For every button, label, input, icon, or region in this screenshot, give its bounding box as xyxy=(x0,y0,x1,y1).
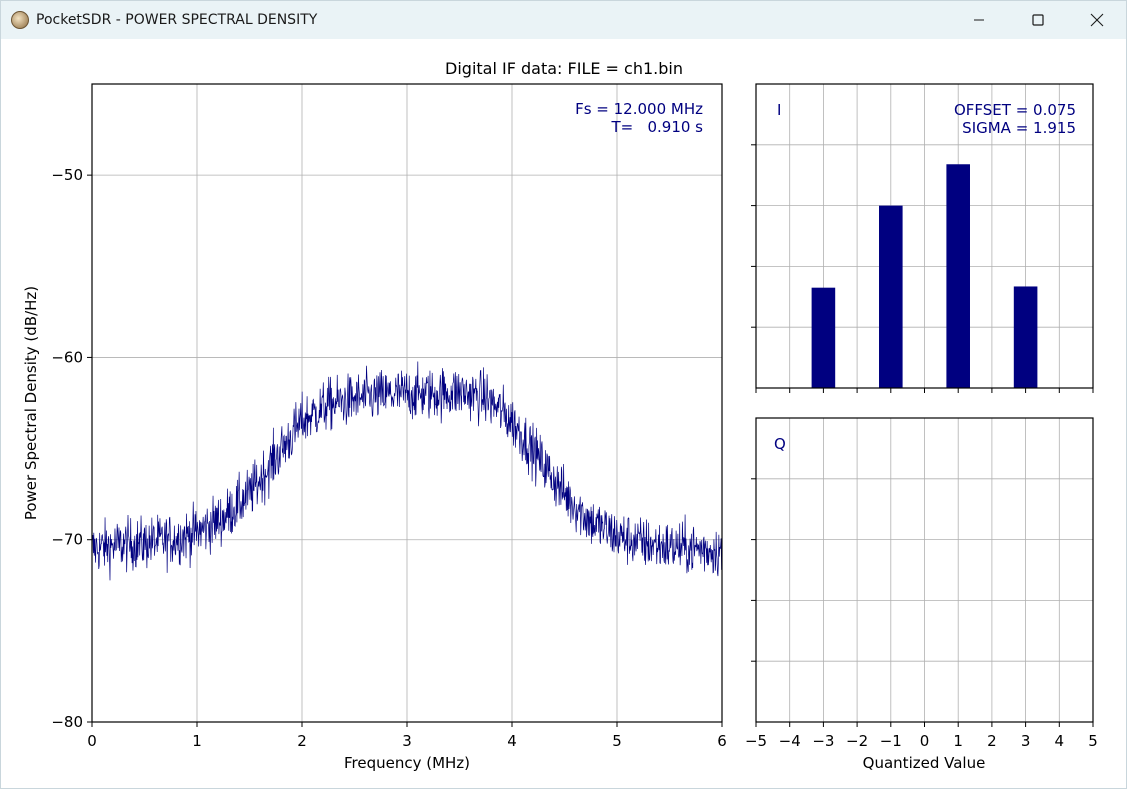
histogram-i-ticks xyxy=(751,144,1094,393)
psd-x-ticks: 0 1 2 3 4 5 6 xyxy=(87,722,727,750)
histogram-q-xtick-label: 1 xyxy=(953,732,963,750)
histogram-q-grid xyxy=(756,418,1093,722)
psd-xtick-label: 1 xyxy=(192,732,202,750)
histogram-i-bar xyxy=(811,287,836,388)
psd-xtick-label: 6 xyxy=(717,732,727,750)
histogram-q-xtick-label: −3 xyxy=(812,732,834,750)
histogram-q-xtick-label: −5 xyxy=(745,732,767,750)
psd-ytick-label: −50 xyxy=(51,166,83,184)
histogram-i-bar xyxy=(946,164,970,388)
minimize-icon xyxy=(973,19,984,21)
psd-title: Digital IF data: FILE = ch1.bin xyxy=(445,59,683,78)
histogram-q-xtick-label: −4 xyxy=(779,732,801,750)
histogram-q-xtick-label: 5 xyxy=(1088,732,1098,750)
histogram-q-panel: −5 −4 −3 −2 −1 0 1 2 3 4 5 Q Quantized Value xyxy=(745,417,1098,772)
histogram-q-xtick-label: 4 xyxy=(1055,732,1065,750)
histogram-q-x-ticks: −5 −4 −3 −2 −1 0 1 2 3 4 5 xyxy=(745,732,1098,750)
psd-xtick-label: 4 xyxy=(507,732,517,750)
psd-xlabel: Frequency (MHz) xyxy=(344,754,470,772)
histogram-q-xlabel: Quantized Value xyxy=(863,754,986,772)
minimize-button[interactable] xyxy=(949,1,1008,39)
histogram-i-bar xyxy=(879,205,903,388)
psd-grid xyxy=(91,84,723,723)
psd-annotation-t: T= 0.910 s xyxy=(610,118,703,136)
histogram-i-panel: I OFFSET = 0.075 SIGMA = 1.915 xyxy=(751,83,1094,393)
window-controls xyxy=(949,1,1126,39)
histogram-q-label: Q xyxy=(774,435,786,453)
app-icon xyxy=(11,11,29,29)
histogram-q-xtick-label: 2 xyxy=(987,732,997,750)
psd-y-ticks: −50 −60 −70 −80 xyxy=(51,166,92,731)
histogram-q-xtick-label: 3 xyxy=(1021,732,1031,750)
histogram-q-xtick-label: 0 xyxy=(920,732,930,750)
maximize-button[interactable] xyxy=(1008,1,1067,39)
psd-xtick-label: 0 xyxy=(87,732,97,750)
psd-xtick-label: 3 xyxy=(402,732,412,750)
psd-ytick-label: −80 xyxy=(51,713,83,731)
histogram-i-label: I xyxy=(777,101,781,119)
close-button[interactable] xyxy=(1067,1,1126,39)
histogram-i-bars xyxy=(811,164,1038,388)
close-icon xyxy=(1090,13,1103,27)
window-title: PocketSDR - POWER SPECTRAL DENSITY xyxy=(36,12,318,28)
psd-trace-group xyxy=(91,361,723,581)
histogram-i-bar xyxy=(1013,286,1038,388)
title-bar[interactable]: PocketSDR - POWER SPECTRAL DENSITY xyxy=(1,1,1126,39)
psd-ytick-label: −60 xyxy=(51,348,83,366)
histogram-i-sigma: SIGMA = 1.915 xyxy=(962,119,1076,137)
histogram-q-ticks xyxy=(751,478,1094,727)
psd-ylabel: Power Spectral Density (dB/Hz) xyxy=(22,286,40,520)
histogram-q-xtick-label: −1 xyxy=(880,732,902,750)
maximize-icon xyxy=(1031,14,1044,26)
psd-xtick-label: 5 xyxy=(612,732,622,750)
psd-ytick-label: −70 xyxy=(51,531,83,549)
histogram-i-offset: OFFSET = 0.075 xyxy=(954,101,1076,119)
histogram-q-xtick-label: −2 xyxy=(846,732,868,750)
psd-xtick-label: 2 xyxy=(297,732,307,750)
psd-annotation-fs: Fs = 12.000 MHz xyxy=(575,100,703,118)
psd-trace xyxy=(91,361,723,581)
